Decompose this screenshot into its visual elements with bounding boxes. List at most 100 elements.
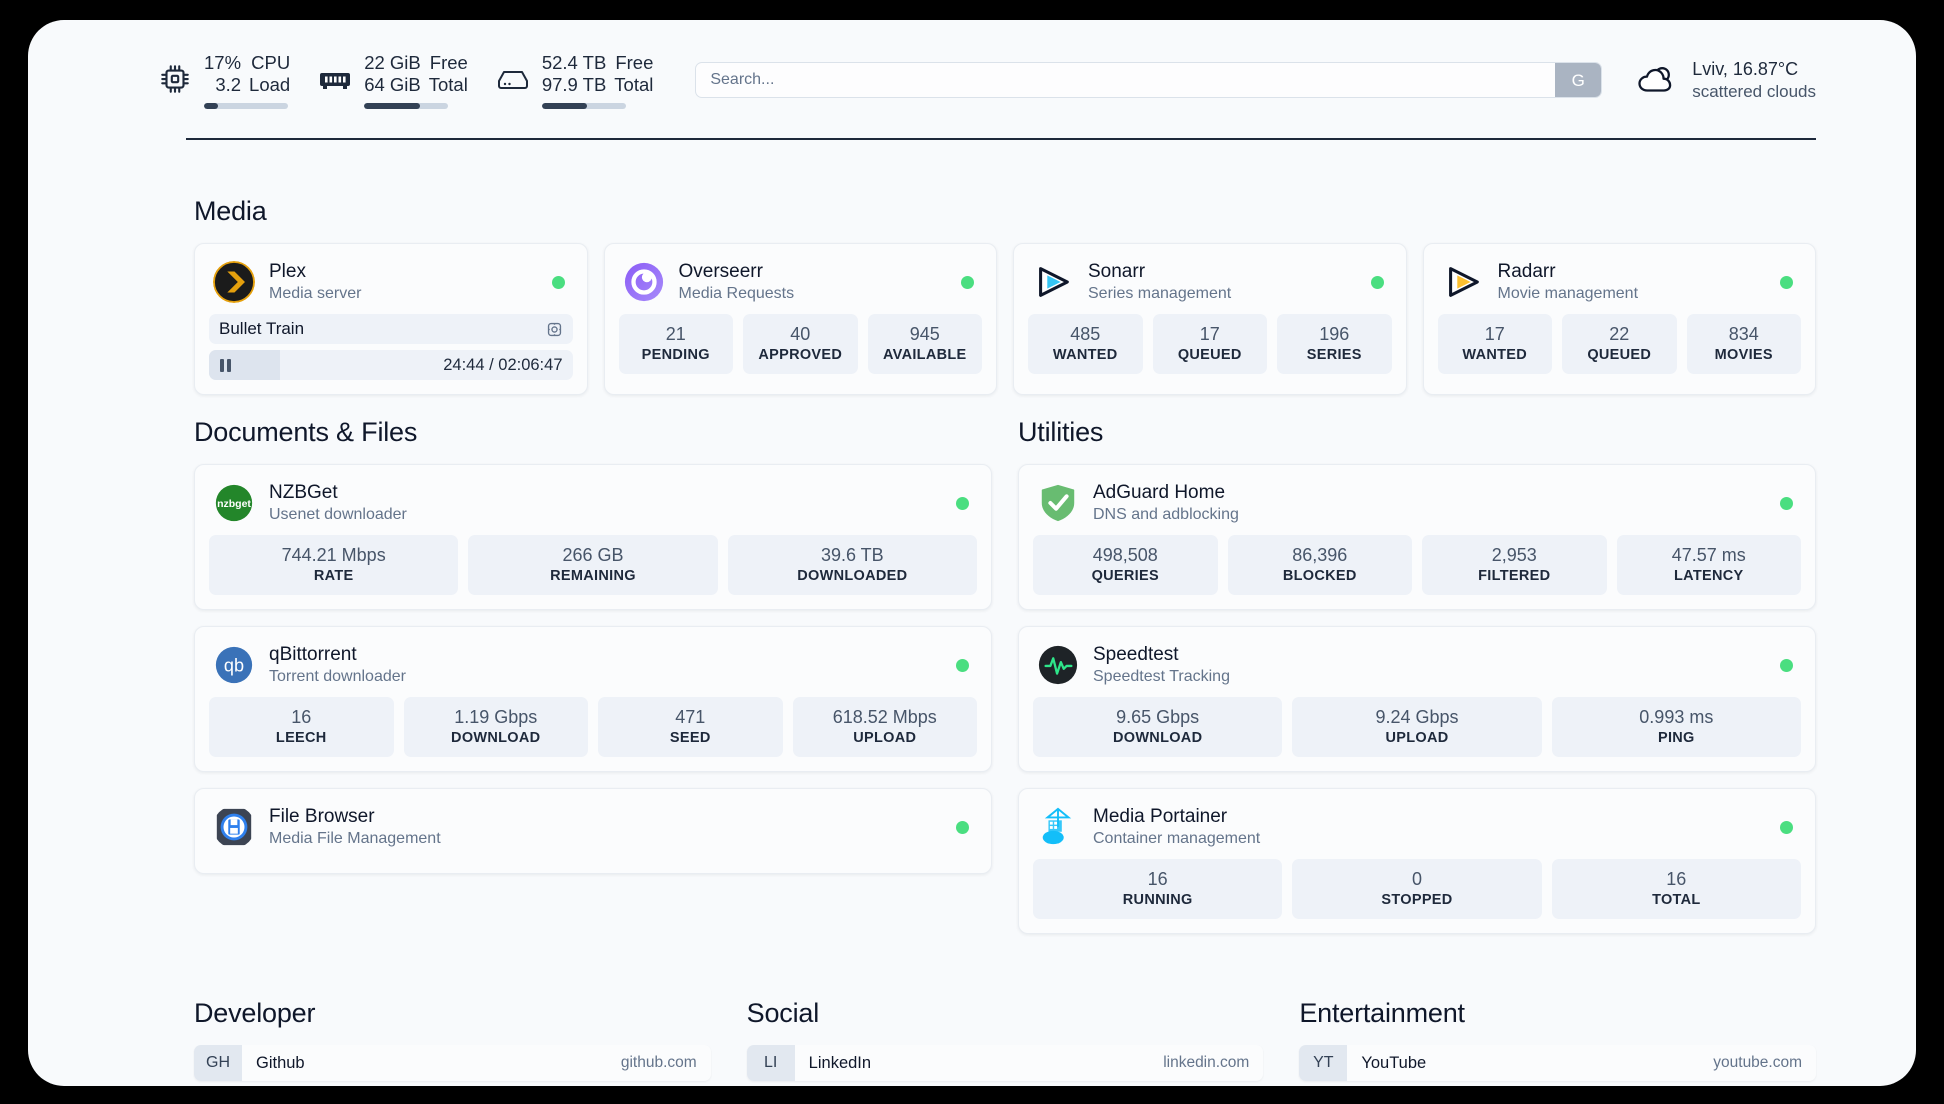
card-header: AdGuard Home DNS and adblocking	[1033, 477, 1801, 535]
card-header: Overseerr Media Requests	[619, 256, 983, 314]
service-card-radarr[interactable]: Radarr Movie management 17 WANTED 22 QUEUED 83…	[1422, 243, 1816, 395]
stat-tile-label: WANTED	[1052, 347, 1118, 363]
service-card-qbittorrent[interactable]: qb qBittorrent Torrent downloader 16 LEECH 1.…	[194, 626, 992, 772]
search-input[interactable]	[696, 71, 1556, 89]
stat-tiles: 485 WANTED 17 QUEUED 196 SERIES	[1028, 314, 1392, 374]
stat-memory-bar	[364, 102, 449, 109]
now-playing-title: Bullet Train	[219, 319, 305, 338]
playback-progress[interactable]: 24:44 / 02:06:47	[209, 350, 573, 380]
bookmark-item-linkedin[interactable]: LI LinkedIn linkedin.com	[746, 1045, 1264, 1081]
bookmark-list: YTYouTubeyoutube.comNFNetflixnetflix.com…	[1299, 1045, 1817, 1086]
stat-tile-label: DOWNLOADED	[797, 568, 908, 584]
stat-tiles: 498,508 QUERIES 86,396 BLOCKED 2,953 FILTERED…	[1033, 535, 1801, 595]
status-badge	[956, 658, 969, 672]
service-card-plex[interactable]: Plex Media server Bullet Train 24:44 / 02:0…	[194, 243, 588, 395]
now-playing-bar[interactable]: Bullet Train	[209, 314, 573, 344]
stat-cpu-label-top: CPU	[251, 51, 291, 73]
status-badge	[551, 275, 565, 289]
stat-tile-value: 17	[1199, 324, 1220, 344]
stat-tile-seed: 471 SEED	[598, 697, 783, 757]
service-description: Container management	[1093, 830, 1261, 847]
card-header: qb qBittorrent Torrent downloader	[209, 639, 977, 697]
cloud-icon	[1636, 62, 1678, 98]
service-card-sonarr[interactable]: Sonarr Series management 485 WANTED 17 QUEUED…	[1013, 243, 1407, 395]
service-name: NZBGet	[269, 482, 338, 503]
stat-tile-stopped: 0 STOPPED	[1292, 859, 1542, 919]
stat-tile-label: SERIES	[1306, 347, 1362, 363]
adguard-icon	[1037, 482, 1079, 524]
service-card-speedtest[interactable]: Speedtest Speedtest Tracking 9.65 Gbps DOWN…	[1018, 626, 1816, 772]
bookmark-url: youtube.com	[1713, 1054, 1803, 1071]
card-header: File Browser Media File Management	[209, 801, 977, 859]
stat-tiles: 9.65 Gbps DOWNLOAD 9.24 Gbps UPLOAD 0.993 ms…	[1033, 697, 1801, 757]
bookmark-name: YouTube	[1361, 1053, 1427, 1072]
stat-tile-movies: 834 MOVIES	[1686, 314, 1801, 374]
bookmark-name: Github	[256, 1053, 305, 1072]
stat-tile-value: 2,953	[1491, 545, 1537, 565]
stat-disk-label-bottom: Total	[614, 73, 654, 95]
bookmark-url: github.com	[620, 1054, 697, 1071]
service-card-adguard-home[interactable]: AdGuard Home DNS and adblocking 498,508 QUE…	[1018, 464, 1816, 610]
stat-tile-value: 471	[675, 707, 706, 727]
stat-tile-value: 834	[1728, 324, 1759, 344]
card-header: Sonarr Series management	[1028, 256, 1392, 314]
stat-tile-label: DOWNLOAD	[1112, 730, 1203, 746]
stat-tile-value: 17	[1484, 324, 1505, 344]
service-name: File Browser	[269, 806, 375, 827]
pause-icon[interactable]	[220, 358, 231, 372]
bookmark-item-github[interactable]: GH Github github.com	[194, 1045, 711, 1081]
stat-tile-value: 39.6 TB	[820, 545, 884, 565]
service-card-overseerr[interactable]: Overseerr Media Requests 21 PENDING 40 APPROV…	[603, 243, 997, 395]
stat-tile-label: QUEUED	[1587, 347, 1652, 363]
stat-tile-value: 47.57 ms	[1671, 545, 1746, 565]
section-title-documents: Documents & Files	[194, 417, 418, 447]
stat-tile-download: 1.19 Gbps DOWNLOAD	[403, 697, 588, 757]
settings-icon[interactable]	[546, 321, 563, 338]
stat-tile-label: REMAINING	[550, 568, 636, 584]
search-submit-button[interactable]: G	[1555, 63, 1602, 97]
service-name: Media Portainer	[1093, 806, 1228, 827]
stat-tile-value: 0.993 ms	[1639, 707, 1714, 727]
bookmark-group-title: Social	[746, 998, 820, 1028]
service-description: Media Requests	[678, 285, 795, 302]
stat-cpu-bar	[204, 102, 288, 109]
section-utilities: Utilities AdGuard Home DNS and adblocking…	[1018, 417, 1816, 934]
bookmarks-area: DeveloperGHGithubgithub.comSOStackOverfl…	[194, 998, 1817, 1086]
section-title-utilities: Utilities	[1018, 417, 1104, 447]
status-badge	[1780, 820, 1793, 834]
service-description: Media File Management	[269, 830, 441, 847]
service-card-media-portainer[interactable]: Media Portainer Container management 16 RUN…	[1018, 788, 1816, 934]
service-card-file-browser[interactable]: File Browser Media File Management	[194, 788, 992, 874]
stat-tiles: 21 PENDING 40 APPROVED 945 AVAILABLE	[618, 314, 982, 374]
service-card-nzbget[interactable]: nzbget NZBGet Usenet downloader 744.21 Mbps…	[194, 464, 992, 610]
bookmark-item-youtube[interactable]: YT YouTube youtube.com	[1299, 1045, 1817, 1081]
stat-body-disk: 52.4 TB 97.9 TB Free Total	[541, 52, 654, 109]
service-description: Usenet downloader	[269, 506, 407, 523]
stat-tile-queued: 22 QUEUED	[1562, 314, 1677, 374]
status-badge	[956, 820, 969, 834]
stat-body-memory: 22 GiB 64 GiB Free Total	[364, 52, 468, 109]
playback-time: 24:44 / 02:06:47	[443, 355, 563, 374]
status-badge	[1780, 275, 1793, 289]
stat-tile-value: 21	[665, 324, 686, 344]
stat-tile-pending: 21 PENDING	[618, 314, 733, 374]
bookmark-badge: GH	[194, 1045, 242, 1081]
stat-tile-running: 16 RUNNING	[1033, 859, 1283, 919]
stat-tile-value: 1.19 Gbps	[454, 707, 538, 727]
stat-tile-value: 266 GB	[562, 545, 624, 565]
bookmark-badge: YT	[1299, 1045, 1348, 1081]
stat-tile-ping: 0.993 ms PING	[1551, 697, 1801, 757]
stat-tile-label: UPLOAD	[1385, 730, 1449, 746]
service-description: Movie management	[1497, 285, 1639, 302]
stat-cpu-value-bottom: 3.2	[215, 73, 242, 95]
bookmark-group-title: Entertainment	[1299, 998, 1465, 1028]
service-description: Series management	[1088, 285, 1232, 302]
stat-tile-label: BLOCKED	[1282, 568, 1357, 584]
stat-tile-queued: 17 QUEUED	[1152, 314, 1267, 374]
stat-tile-latency: 47.57 ms LATENCY	[1616, 535, 1801, 595]
card-header: Speedtest Speedtest Tracking	[1033, 639, 1801, 697]
top-divider	[186, 138, 1816, 140]
search-box[interactable]: G	[695, 62, 1603, 98]
stat-tile-upload: 618.52 Mbps UPLOAD	[792, 697, 977, 757]
status-badge	[1780, 658, 1793, 672]
